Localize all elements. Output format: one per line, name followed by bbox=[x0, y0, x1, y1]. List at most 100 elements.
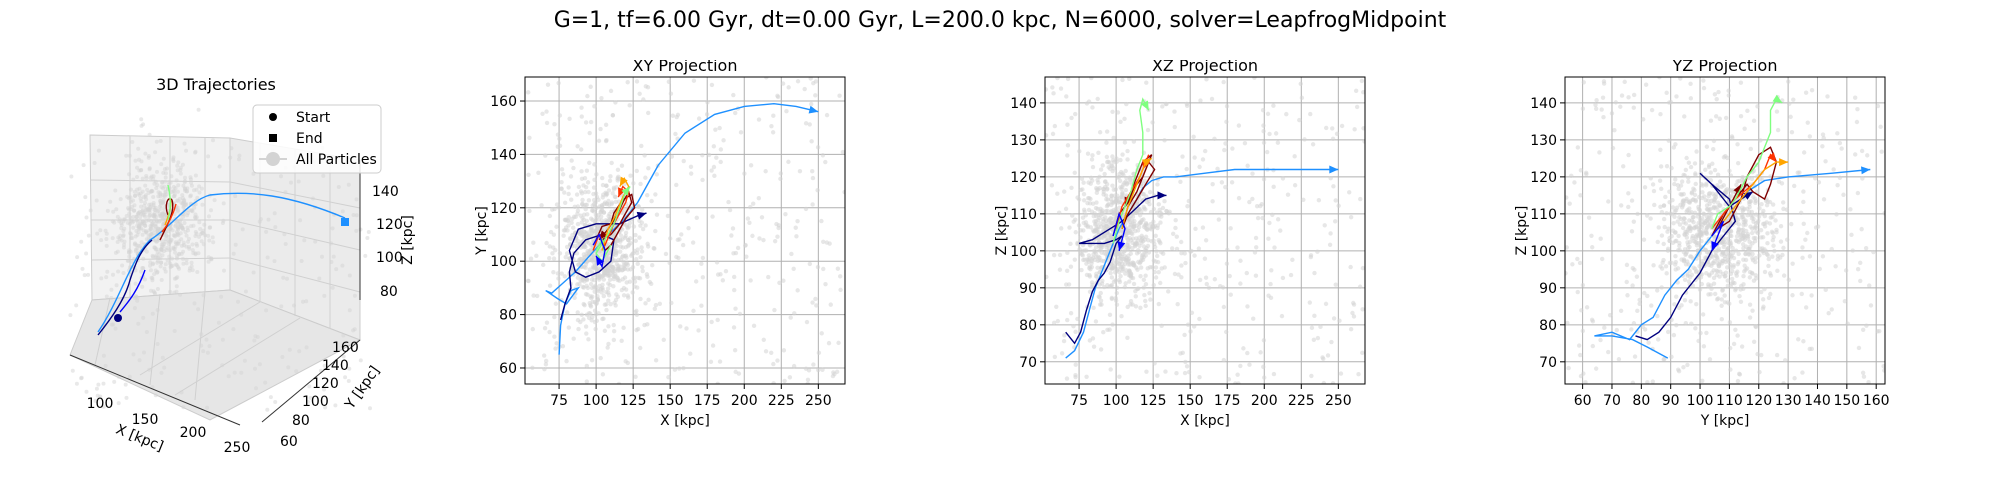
background-particle bbox=[1703, 167, 1708, 173]
trajectory-line-3d bbox=[97, 192, 346, 333]
x-tick-label: 175 bbox=[694, 393, 721, 409]
background-particle bbox=[1646, 340, 1651, 345]
background-particle bbox=[1087, 289, 1093, 294]
background-particle bbox=[1651, 188, 1657, 194]
background-particle bbox=[272, 211, 277, 216]
background-particle bbox=[1658, 147, 1663, 153]
background-particle bbox=[1694, 301, 1699, 307]
background-particle bbox=[1096, 213, 1101, 218]
x-axis-label: Y [kpc] bbox=[1700, 413, 1750, 429]
background-particle bbox=[1691, 265, 1696, 270]
background-particle bbox=[99, 238, 104, 243]
background-particle bbox=[1122, 284, 1128, 290]
background-particle bbox=[1720, 288, 1725, 293]
y-tick-label: 90 bbox=[1019, 281, 1037, 297]
background-particle bbox=[133, 296, 137, 300]
background-particle bbox=[1236, 195, 1242, 201]
background-particle bbox=[1275, 217, 1281, 222]
background-particle bbox=[1661, 357, 1666, 362]
background-particle bbox=[821, 239, 826, 245]
background-particle bbox=[111, 322, 116, 327]
background-particle bbox=[587, 311, 593, 316]
background-particle bbox=[732, 287, 737, 293]
background-particle bbox=[610, 113, 616, 118]
background-particle bbox=[1765, 240, 1770, 246]
background-particle bbox=[805, 381, 810, 384]
background-particle bbox=[1698, 275, 1704, 280]
background-particle bbox=[154, 224, 158, 229]
background-particle bbox=[1871, 249, 1876, 255]
background-particle bbox=[706, 152, 712, 158]
background-particle bbox=[550, 251, 555, 256]
background-particle bbox=[189, 180, 194, 185]
background-particle bbox=[578, 230, 584, 235]
background-particle bbox=[1267, 131, 1272, 137]
background-particle bbox=[649, 198, 654, 204]
background-particle bbox=[1091, 344, 1097, 349]
background-particle bbox=[1200, 157, 1206, 162]
background-particle bbox=[1613, 100, 1619, 105]
background-particle bbox=[1233, 381, 1238, 384]
background-particle bbox=[1118, 273, 1123, 279]
background-particle bbox=[1845, 321, 1850, 326]
background-particle bbox=[1859, 226, 1864, 232]
background-particle bbox=[709, 168, 714, 173]
background-particle bbox=[613, 199, 619, 205]
background-particle bbox=[1123, 168, 1128, 174]
background-particle bbox=[1185, 322, 1191, 327]
trajectory-arrowhead bbox=[1861, 166, 1871, 175]
background-particle bbox=[1154, 210, 1160, 215]
background-particle bbox=[1728, 254, 1734, 259]
background-particle bbox=[589, 228, 595, 233]
background-particle bbox=[137, 358, 142, 363]
background-particle bbox=[571, 225, 576, 230]
background-particle bbox=[1660, 260, 1665, 265]
trajectory-arrowhead bbox=[596, 255, 604, 266]
background-particle bbox=[742, 171, 747, 176]
background-particle bbox=[1115, 193, 1120, 198]
background-particle bbox=[131, 225, 136, 230]
background-particle bbox=[144, 249, 149, 254]
background-particle bbox=[163, 179, 168, 184]
background-particle bbox=[1090, 178, 1095, 183]
background-particle bbox=[1292, 154, 1297, 159]
background-particle bbox=[263, 380, 268, 385]
background-particle bbox=[194, 241, 199, 246]
background-particle bbox=[1820, 254, 1826, 259]
background-particle bbox=[329, 241, 334, 246]
background-particle bbox=[131, 215, 136, 219]
background-particle bbox=[1712, 196, 1717, 202]
background-particle bbox=[1103, 215, 1108, 220]
background-particle bbox=[94, 198, 99, 203]
background-particle bbox=[1064, 282, 1069, 287]
background-particle bbox=[828, 302, 833, 307]
background-particle bbox=[1849, 232, 1854, 238]
background-particle bbox=[75, 255, 80, 260]
background-particle bbox=[1702, 212, 1707, 217]
background-particle bbox=[1792, 376, 1797, 381]
background-particle bbox=[1656, 337, 1661, 342]
background-particle bbox=[1358, 196, 1363, 202]
background-particle bbox=[1565, 195, 1569, 200]
background-particle bbox=[1747, 302, 1753, 307]
background-particle bbox=[1089, 77, 1094, 81]
background-particle bbox=[795, 79, 801, 84]
background-particle bbox=[1081, 180, 1086, 185]
background-particle bbox=[308, 395, 313, 400]
background-particle bbox=[1656, 225, 1661, 230]
background-particle bbox=[1858, 260, 1863, 266]
panel-3d-trajectories: 3D Trajectories 100 150 200 250 X [kpc] … bbox=[68, 75, 416, 456]
background-particle bbox=[584, 331, 589, 336]
grid bbox=[525, 77, 845, 384]
background-particle bbox=[1359, 78, 1365, 84]
background-particle bbox=[718, 147, 724, 152]
background-particle bbox=[1734, 238, 1739, 244]
background-particle bbox=[1630, 265, 1635, 271]
background-particle bbox=[1629, 327, 1634, 332]
background-particle bbox=[1117, 374, 1122, 379]
background-particle bbox=[593, 312, 599, 317]
background-particle bbox=[1700, 312, 1706, 317]
background-particle bbox=[144, 229, 149, 234]
background-particle bbox=[1712, 258, 1717, 264]
y-tick-label-3d: 60 bbox=[280, 434, 298, 450]
